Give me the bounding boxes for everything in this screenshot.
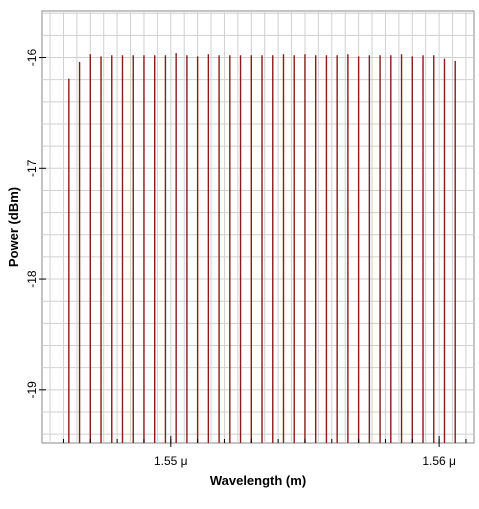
y-axis-title: Power (dBm)	[6, 187, 21, 267]
x-axis-title: Wavelength (m)	[210, 473, 306, 488]
spectrum-lines	[68, 53, 456, 443]
x-tick-label: 1.56 μ	[422, 454, 456, 468]
y-tick-label: -18	[25, 270, 39, 288]
y-tick-label: -16	[25, 49, 39, 67]
x-axis-ticks: 1.55 μ 1.56 μ	[154, 436, 456, 468]
y-tick-label: -17	[25, 159, 39, 177]
y-tick-label: -19	[25, 381, 39, 399]
x-tick-label: 1.55 μ	[154, 454, 188, 468]
plot-area	[41, 10, 475, 444]
y-axis-ticks: -16 -17 -18 -19	[25, 49, 46, 399]
